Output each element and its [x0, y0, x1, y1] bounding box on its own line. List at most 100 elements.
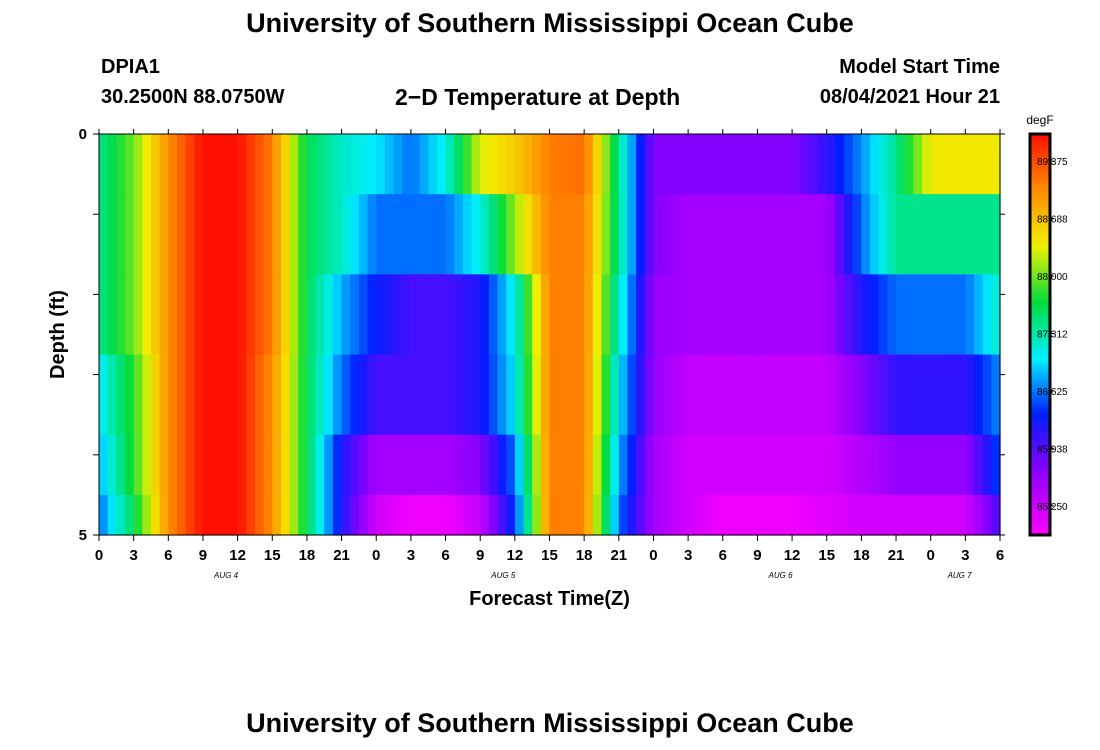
heatmap-cell: [315, 494, 325, 536]
heatmap-cell: [159, 354, 169, 436]
heatmap-cell: [384, 354, 395, 436]
heatmap-cell: [922, 134, 932, 195]
heatmap-cell: [584, 134, 594, 195]
colorbar-segment: [1030, 247, 1050, 252]
heatmap-cell: [714, 354, 724, 436]
colorbar-segment: [1030, 160, 1050, 165]
colorbar-segment: [1030, 438, 1050, 443]
x-tick-label: 21: [333, 547, 350, 564]
heatmap-cell: [497, 274, 507, 356]
heatmap-cell: [410, 274, 421, 356]
heatmap-cell: [878, 274, 888, 356]
x-tick-label: 0: [927, 547, 935, 564]
colorbar-segment: [1030, 408, 1050, 412]
heatmap-cell: [402, 194, 412, 275]
colorbar-segment: [1030, 354, 1050, 359]
heatmap-cell: [419, 354, 429, 436]
heatmap-cell: [991, 134, 1001, 195]
heatmap-cell: [263, 134, 273, 195]
heatmap-cell: [930, 354, 940, 436]
heatmap-cell: [436, 354, 447, 436]
colorbar-segment: [1030, 347, 1050, 352]
heatmap-cell: [150, 274, 161, 356]
heatmap-cell: [462, 354, 473, 436]
heatmap-cell: [376, 274, 386, 356]
heatmap-cell: [748, 354, 759, 436]
heatmap-cell: [263, 434, 273, 496]
colorbar-segment: [1030, 464, 1050, 469]
heatmap-cell: [194, 194, 204, 275]
heatmap-cell: [280, 194, 291, 275]
heatmap-cell: [488, 194, 499, 275]
heatmap-cell: [194, 354, 204, 436]
heatmap-cell: [887, 354, 897, 436]
y-axis: 05: [79, 126, 1005, 544]
heatmap-cell: [792, 354, 802, 436]
heatmap-cell: [272, 434, 282, 496]
heatmap-cell: [99, 434, 109, 496]
colorbar-segment: [1030, 194, 1050, 199]
heatmap-cell: [272, 134, 282, 195]
heatmap-cell: [194, 494, 204, 536]
colorbar-segment: [1030, 468, 1050, 473]
heatmap-cell: [462, 434, 473, 496]
heatmap-cell: [228, 434, 239, 496]
colorbar-segment: [1030, 524, 1050, 529]
heatmap-cell: [740, 134, 750, 195]
heatmap-cell: [904, 494, 914, 536]
heatmap-cell: [852, 134, 862, 195]
heatmap-cell: [982, 194, 992, 275]
heatmap-cell: [410, 434, 421, 496]
heatmap-cell: [454, 494, 464, 536]
colorbar-segment: [1030, 144, 1050, 148]
colorbar-segment: [1030, 514, 1050, 519]
heatmap-cell: [610, 434, 620, 496]
heatmap-cell: [818, 354, 828, 436]
heatmap-cell: [107, 494, 117, 536]
heatmap-cell: [532, 434, 542, 496]
page-title: University of Southern Mississippi Ocean…: [246, 8, 854, 38]
heatmap-cell: [887, 494, 897, 536]
heatmap-cell: [809, 434, 819, 496]
heatmap-cell: [748, 494, 759, 536]
heatmap-cell: [800, 494, 810, 536]
colorbar-segment: [1030, 448, 1050, 453]
heatmap-cell: [809, 194, 819, 275]
heatmap-cell: [523, 274, 533, 356]
heatmap-cell: [488, 354, 499, 436]
heatmap-cell: [870, 494, 880, 536]
heatmap-cell: [982, 434, 992, 496]
heatmap-cell: [358, 434, 369, 496]
colorbar-segment: [1030, 214, 1050, 219]
heatmap-cell: [168, 274, 178, 356]
heatmap-cell: [480, 494, 490, 536]
colorbar-segment: [1030, 220, 1050, 225]
heatmap-cell: [991, 274, 1001, 356]
heatmap-cell: [514, 194, 525, 275]
heatmap-cell: [965, 354, 975, 436]
heatmap-cell: [246, 274, 256, 356]
y-tick-label: 5: [79, 527, 87, 544]
heatmap-cell: [610, 134, 620, 195]
heatmap-cell: [965, 274, 975, 356]
heatmap-cell: [904, 134, 914, 195]
heatmap-cell: [358, 194, 369, 275]
heatmap-cell: [592, 134, 603, 195]
heatmap-cell: [133, 134, 143, 195]
colorbar-segment: [1030, 294, 1050, 299]
x-tick-label: 9: [199, 547, 207, 564]
heatmap-cell: [974, 354, 984, 436]
heatmap-cell: [350, 354, 360, 436]
heatmap-cell: [272, 494, 282, 536]
colorbar-segment: [1030, 397, 1050, 402]
heatmap-cell: [471, 274, 481, 356]
heatmap-cell: [202, 494, 213, 536]
heatmap-cell: [298, 494, 308, 536]
heatmap-cell: [939, 194, 949, 275]
heatmap-cell: [237, 134, 247, 195]
heatmap-cell: [402, 434, 412, 496]
heatmap-cell: [350, 134, 360, 195]
heatmap-cell: [514, 494, 525, 536]
heatmap-cell: [523, 194, 533, 275]
heatmap-cell: [428, 494, 438, 536]
